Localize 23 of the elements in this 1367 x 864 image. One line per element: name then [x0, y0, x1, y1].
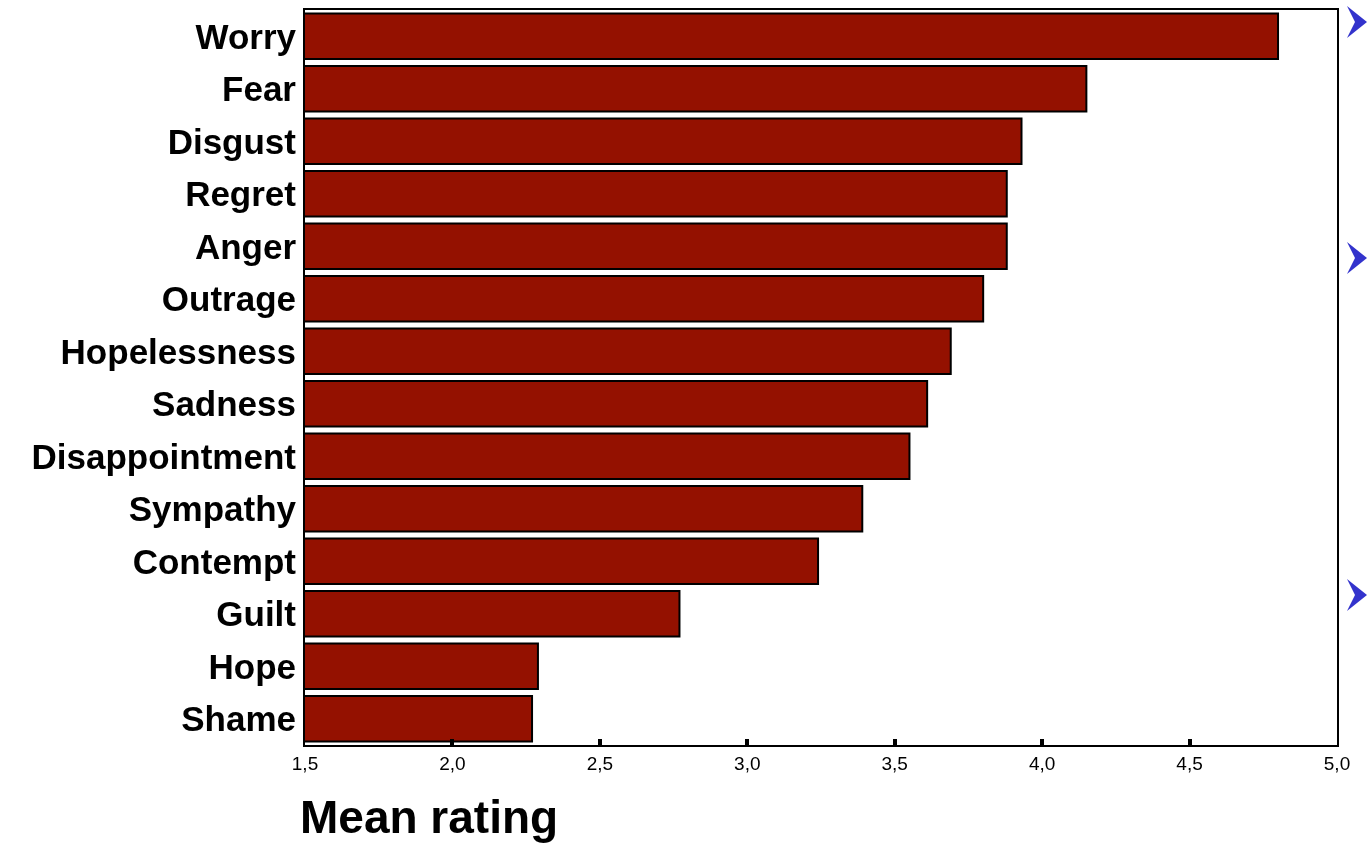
- y-tick-label: Shame: [181, 699, 296, 738]
- x-tick-label: 2,0: [439, 752, 466, 774]
- y-tick-label: Worry: [195, 16, 297, 56]
- x-tick-label: 4,5: [1176, 752, 1203, 774]
- x-tick-label: 1,5: [291, 752, 319, 774]
- y-tick-label: Anger: [194, 226, 297, 266]
- x-tick-label: 5,0: [1323, 752, 1351, 774]
- x-tick-label: 2,5: [586, 752, 614, 774]
- y-tick-label: Disgust: [167, 121, 297, 161]
- y-tick-label: Guilt: [216, 594, 297, 633]
- x-tick-label: 4,0: [1028, 752, 1056, 774]
- y-tick-label: Regret: [185, 174, 297, 213]
- y-tick-label: Fear: [222, 69, 297, 108]
- y-tick-label: Sympathy: [128, 489, 297, 528]
- y-tick-label: Hopelessness: [60, 331, 296, 371]
- x-tick-label: 3,5: [881, 752, 908, 774]
- x-tick-label: 3,0: [734, 752, 761, 774]
- y-tick-label: Outrage: [161, 279, 296, 318]
- y-tick-label: Sadness: [152, 384, 296, 423]
- x-axis-title: Mean rating: [300, 791, 559, 843]
- y-tick-label: Contempt: [132, 541, 297, 581]
- y-tick-label: Disappointment: [31, 436, 297, 476]
- y-tick-label: Hope: [208, 646, 296, 686]
